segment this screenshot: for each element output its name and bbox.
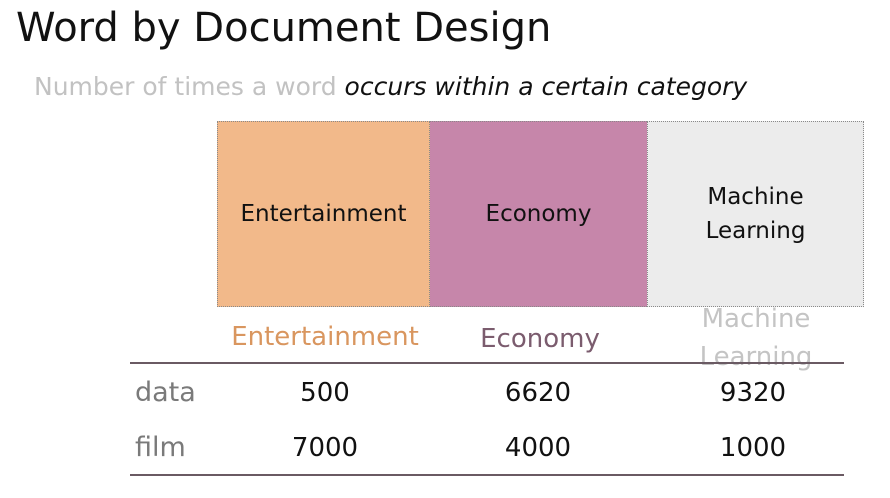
- category-box-label: Machine Learning: [705, 184, 806, 244]
- table-bottom-rule: [130, 474, 844, 476]
- table-top-rule: [130, 362, 844, 364]
- category-box-label: Entertainment: [240, 201, 407, 227]
- column-header-economy: Economy: [480, 324, 600, 354]
- column-header-entertainment: Entertainment: [231, 322, 419, 352]
- subtitle-emphasis: occurs within a certain category: [344, 72, 748, 101]
- table-cell: 9320: [719, 378, 787, 408]
- subtitle-muted: Number of times a word: [34, 72, 345, 101]
- category-box-machine-learning: Machine Learning: [647, 121, 864, 307]
- category-box-entertainment: Entertainment: [217, 121, 430, 307]
- category-box-economy: Economy: [430, 121, 647, 307]
- column-header-machine-learning: Machine Learning: [699, 304, 813, 372]
- table-cell: 4000: [504, 433, 572, 463]
- table-cell: 6620: [504, 378, 572, 408]
- table-cell: 7000: [291, 433, 359, 463]
- row-label-data: data: [135, 377, 196, 408]
- table-cell: 500: [300, 378, 350, 408]
- table-cell: 1000: [719, 433, 787, 463]
- category-box-label: Economy: [485, 201, 592, 227]
- subtitle: Number of times a word occurs within a c…: [34, 70, 747, 104]
- page-title: Word by Document Design: [16, 5, 552, 51]
- row-label-film: film: [135, 432, 186, 463]
